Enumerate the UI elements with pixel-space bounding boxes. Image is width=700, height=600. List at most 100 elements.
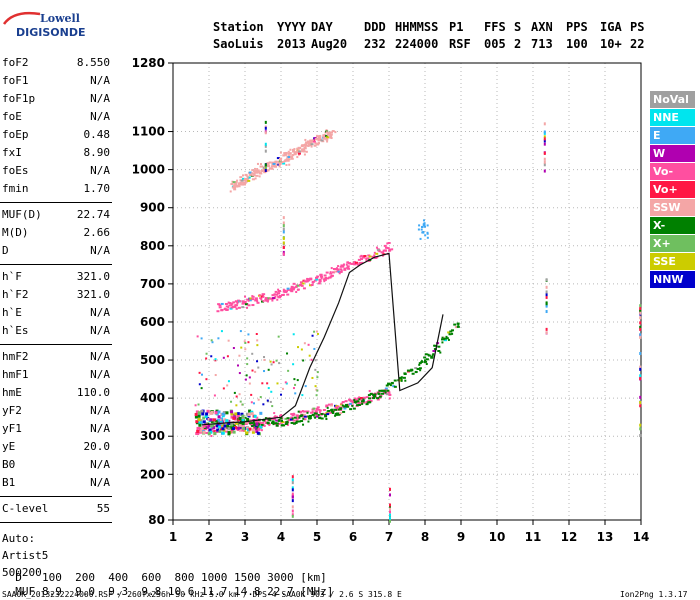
echo-point bbox=[252, 172, 256, 175]
echo-point bbox=[218, 429, 222, 433]
param-row: foF2 8.550 bbox=[2, 56, 110, 70]
param-row: yF2 N/A bbox=[2, 404, 110, 418]
echo-point bbox=[335, 407, 338, 410]
echo-point bbox=[456, 322, 460, 325]
echo-point bbox=[441, 336, 444, 339]
echo-point bbox=[244, 420, 248, 424]
echo-point bbox=[346, 405, 350, 408]
echo-point bbox=[350, 400, 354, 403]
echo-point bbox=[418, 362, 422, 365]
echo-point bbox=[359, 258, 363, 261]
echo-point bbox=[238, 183, 242, 186]
param-name: D bbox=[2, 244, 9, 257]
header-cell: P1 bbox=[449, 20, 464, 34]
echo-point bbox=[200, 429, 204, 433]
echo-point bbox=[330, 409, 333, 412]
echo-point bbox=[294, 285, 298, 288]
echo-point bbox=[377, 396, 381, 399]
echo-point bbox=[239, 422, 243, 425]
echo-point bbox=[315, 414, 318, 417]
echo-point bbox=[447, 338, 450, 341]
echo-point bbox=[329, 404, 333, 407]
echo-point bbox=[345, 263, 348, 266]
echo-point bbox=[294, 421, 298, 424]
param-name: foEs bbox=[2, 164, 29, 177]
echo-point bbox=[305, 143, 308, 146]
echo-point bbox=[309, 278, 313, 281]
echo-point bbox=[247, 176, 251, 179]
echo-point bbox=[419, 237, 422, 240]
echo-point bbox=[366, 402, 369, 405]
echo-point bbox=[237, 426, 241, 430]
header-cell: 22 bbox=[630, 37, 645, 51]
echo-point bbox=[226, 424, 230, 428]
x-tick-label: 2 bbox=[205, 530, 213, 544]
param-value: N/A bbox=[90, 74, 110, 87]
param-value: N/A bbox=[90, 164, 110, 177]
param-value: N/A bbox=[90, 92, 110, 105]
echo-point bbox=[382, 389, 386, 392]
param-name: hmF1 bbox=[2, 368, 29, 381]
footer-muf-row: MUF 8.9 9.0 9.3 9.8 10.6 11.7 14.8 22.7 [… bbox=[2, 572, 333, 598]
echo-point bbox=[264, 142, 267, 146]
echo-point bbox=[217, 303, 221, 306]
echo-point bbox=[286, 287, 290, 290]
echo-point bbox=[281, 161, 284, 164]
echo-point bbox=[354, 261, 358, 264]
echo-point bbox=[271, 421, 275, 424]
echo-point bbox=[325, 129, 328, 132]
echo-point bbox=[194, 404, 197, 407]
echo-point bbox=[342, 263, 345, 266]
echo-point bbox=[373, 395, 377, 398]
param-name: foF1 bbox=[2, 74, 29, 87]
echo-point bbox=[441, 338, 445, 341]
legend-item-ssw: SSW bbox=[650, 199, 695, 216]
echo-point bbox=[225, 430, 229, 433]
echo-point bbox=[231, 186, 235, 189]
echo-point bbox=[339, 268, 343, 271]
echo-point bbox=[196, 428, 199, 431]
echo-point bbox=[292, 422, 296, 425]
echo-point bbox=[381, 251, 385, 254]
echo-point bbox=[268, 419, 272, 422]
echo-point bbox=[375, 246, 378, 249]
echo-point bbox=[411, 369, 414, 372]
echo-point bbox=[262, 300, 265, 303]
echo-point bbox=[339, 265, 343, 268]
param-row: h`F 321.0 bbox=[2, 270, 110, 284]
param-separator bbox=[0, 522, 112, 523]
echo-point bbox=[335, 408, 339, 411]
logo-swoosh-icon bbox=[2, 11, 41, 25]
echo-point bbox=[291, 154, 294, 157]
echo-point bbox=[267, 368, 270, 371]
echo-point bbox=[423, 361, 426, 364]
echo-point bbox=[543, 137, 546, 141]
param-value: N/A bbox=[90, 324, 110, 337]
param-value: 55 bbox=[96, 502, 110, 515]
echo-point bbox=[285, 152, 288, 155]
echo-point bbox=[300, 420, 304, 423]
echo-point bbox=[275, 359, 278, 362]
echo-point bbox=[331, 410, 335, 413]
echo-point bbox=[389, 510, 391, 514]
x-tick-label: 12 bbox=[561, 530, 578, 544]
version-label: Ion2Png 1.3.17 bbox=[620, 590, 688, 599]
echo-point bbox=[225, 308, 228, 311]
echo-point bbox=[439, 351, 442, 354]
param-value: 110.0 bbox=[76, 386, 110, 399]
echo-point bbox=[392, 385, 396, 388]
echo-point bbox=[266, 162, 270, 165]
echo-point bbox=[248, 376, 251, 379]
echo-point bbox=[424, 225, 427, 228]
echo-point bbox=[389, 507, 391, 511]
echo-point bbox=[300, 283, 303, 286]
echo-point bbox=[235, 395, 238, 398]
param-row: yE 20.0 bbox=[2, 440, 110, 454]
param-row: yF1 N/A bbox=[2, 422, 110, 436]
echo-point bbox=[248, 421, 251, 424]
echo-point bbox=[291, 475, 294, 479]
echo-point bbox=[292, 287, 295, 290]
echo-point bbox=[389, 519, 391, 523]
param-value: N/A bbox=[90, 476, 110, 489]
echo-point bbox=[424, 359, 427, 362]
